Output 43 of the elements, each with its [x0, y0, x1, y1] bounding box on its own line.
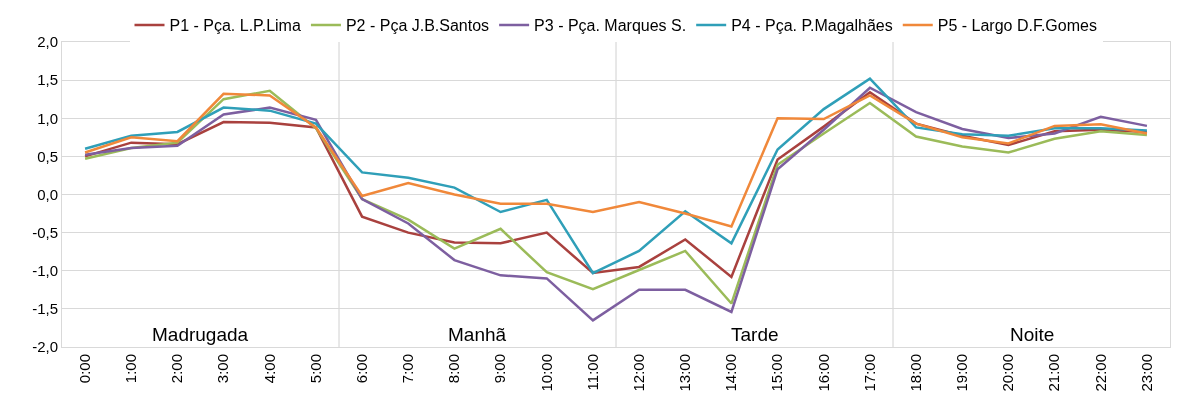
- x-tick-label: 2:00: [168, 354, 186, 384]
- x-tick-label: 12:00: [629, 354, 647, 392]
- x-tick-label: 13:00: [676, 354, 694, 392]
- y-tick-label: -1,0: [32, 262, 58, 279]
- x-tick-label: 8:00: [445, 354, 463, 384]
- annotation: Manhã: [448, 324, 507, 345]
- x-tick-label: 17:00: [860, 354, 878, 392]
- x-tick-label: 7:00: [399, 354, 417, 384]
- x-tick-label: 22:00: [1091, 354, 1109, 392]
- line-series: [83, 92, 1149, 228]
- y-tick-label: 1,5: [37, 71, 58, 89]
- annotation: Noite: [1010, 324, 1055, 345]
- legend-label: P4 - Pça. P.Magalhães: [731, 17, 893, 35]
- x-tick-label: 20:00: [999, 354, 1017, 392]
- x-tick-label: 16:00: [814, 354, 832, 392]
- y-tick-label: 1,0: [37, 109, 58, 127]
- x-tick-label: 9:00: [491, 354, 509, 384]
- y-tick-label: -0,5: [32, 223, 58, 241]
- y-tick-label: 0,5: [37, 147, 58, 165]
- x-tick-label: 10:00: [537, 354, 555, 392]
- y-tick-label: -2,0: [32, 338, 58, 356]
- x-tick-label: 21:00: [1045, 354, 1063, 392]
- x-tick-label: 6:00: [352, 354, 370, 384]
- x-tick-label: 18:00: [906, 354, 924, 392]
- x-tick-label: 11:00: [583, 354, 601, 391]
- x-tick-label: 3:00: [214, 354, 232, 384]
- legend-label: P1 - Pça. L.P.Lima: [169, 17, 301, 35]
- annotation: Tarde: [731, 324, 779, 345]
- y-tick-label: 0,0: [37, 185, 58, 203]
- legend-label: P5 - Largo D.F.Gomes: [937, 17, 1097, 35]
- x-tick-label: 0:00: [75, 354, 93, 384]
- legend-label: P2 - Pça J.B.Santos: [345, 17, 490, 35]
- legend-label: P3 - Pça. Marques S.: [534, 17, 687, 35]
- y-tick-label: -1,5: [32, 300, 58, 318]
- x-tick-label: 15:00: [768, 354, 786, 392]
- x-tick-label: 5:00: [306, 354, 324, 384]
- annotation: Madrugada: [152, 324, 249, 345]
- x-tick-label: 19:00: [953, 354, 971, 392]
- x-tick-label: 23:00: [1137, 354, 1155, 392]
- x-tick-label: 1:00: [122, 354, 140, 384]
- x-tick-label: 14:00: [722, 354, 740, 392]
- y-tick-label: 2,0: [37, 33, 58, 51]
- x-tick-label: 4:00: [260, 354, 278, 384]
